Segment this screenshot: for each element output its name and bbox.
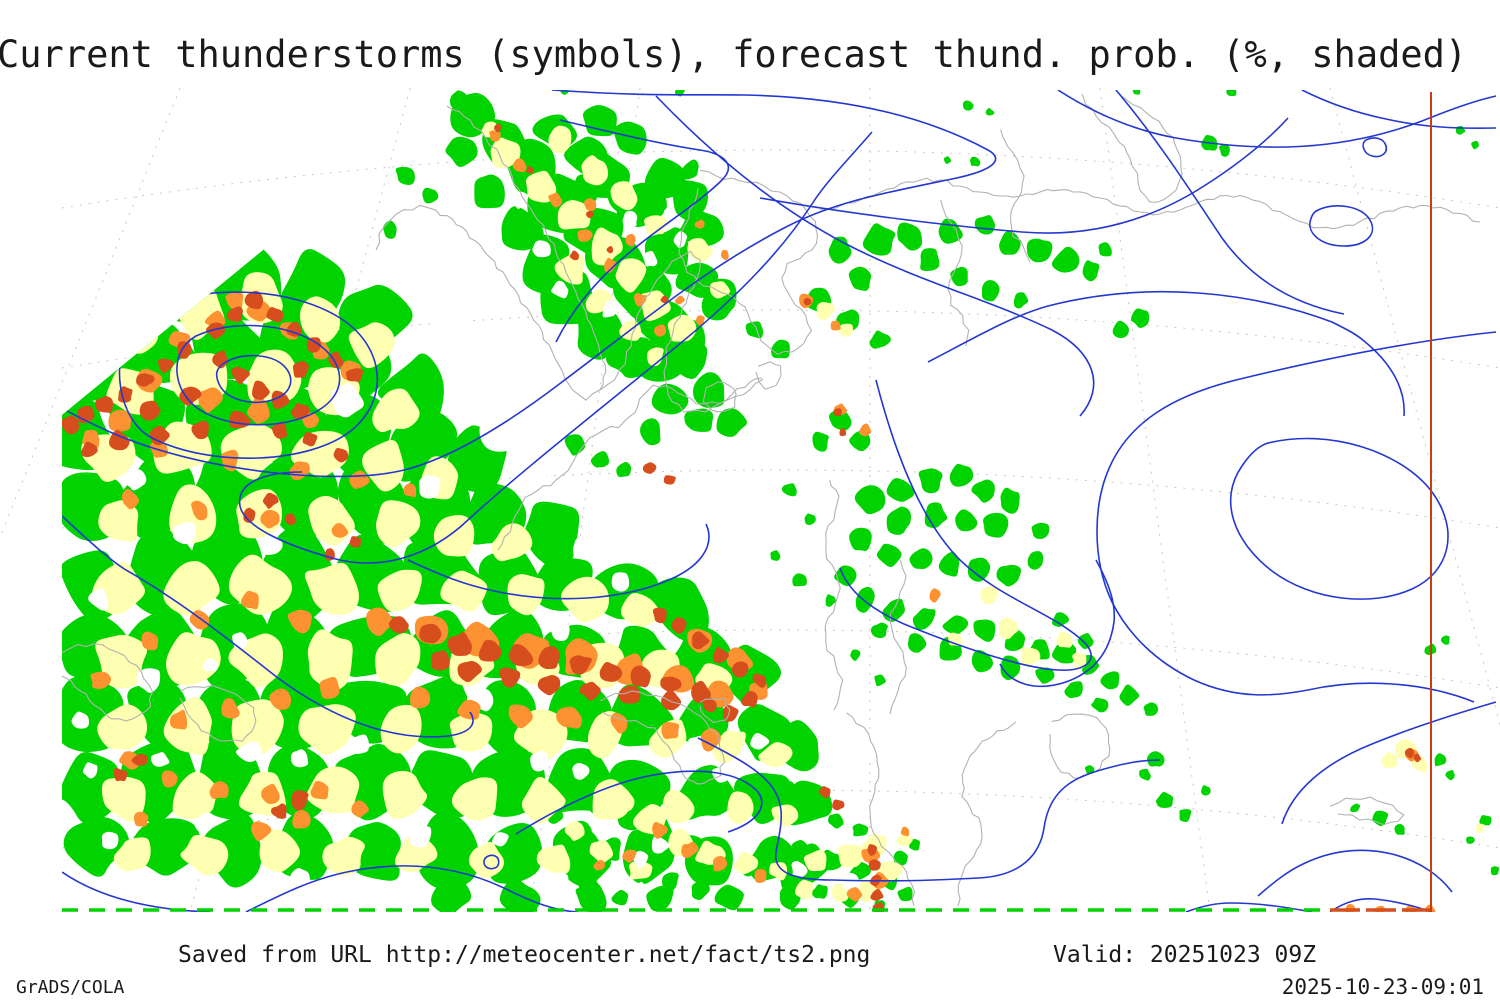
- footer-timestamp: 2025-10-23-09:01: [1281, 975, 1484, 999]
- probability-shading: [62, 90, 1500, 912]
- page-title: Current thunderstorms (symbols), forecas…: [0, 33, 1468, 76]
- shade-layer-red: [62, 123, 1422, 912]
- footer-grads-credit: GrADS/COLA: [16, 977, 125, 998]
- shade-layer-holes: [71, 191, 1007, 899]
- isobar-lines: [62, 90, 1497, 912]
- shade-layer-yellow: [81, 121, 1485, 903]
- footer-valid-time: Valid: 20251023 09Z: [1053, 942, 1317, 968]
- footer-saved-url: Saved from URL http://meteocenter.net/fa…: [178, 942, 871, 968]
